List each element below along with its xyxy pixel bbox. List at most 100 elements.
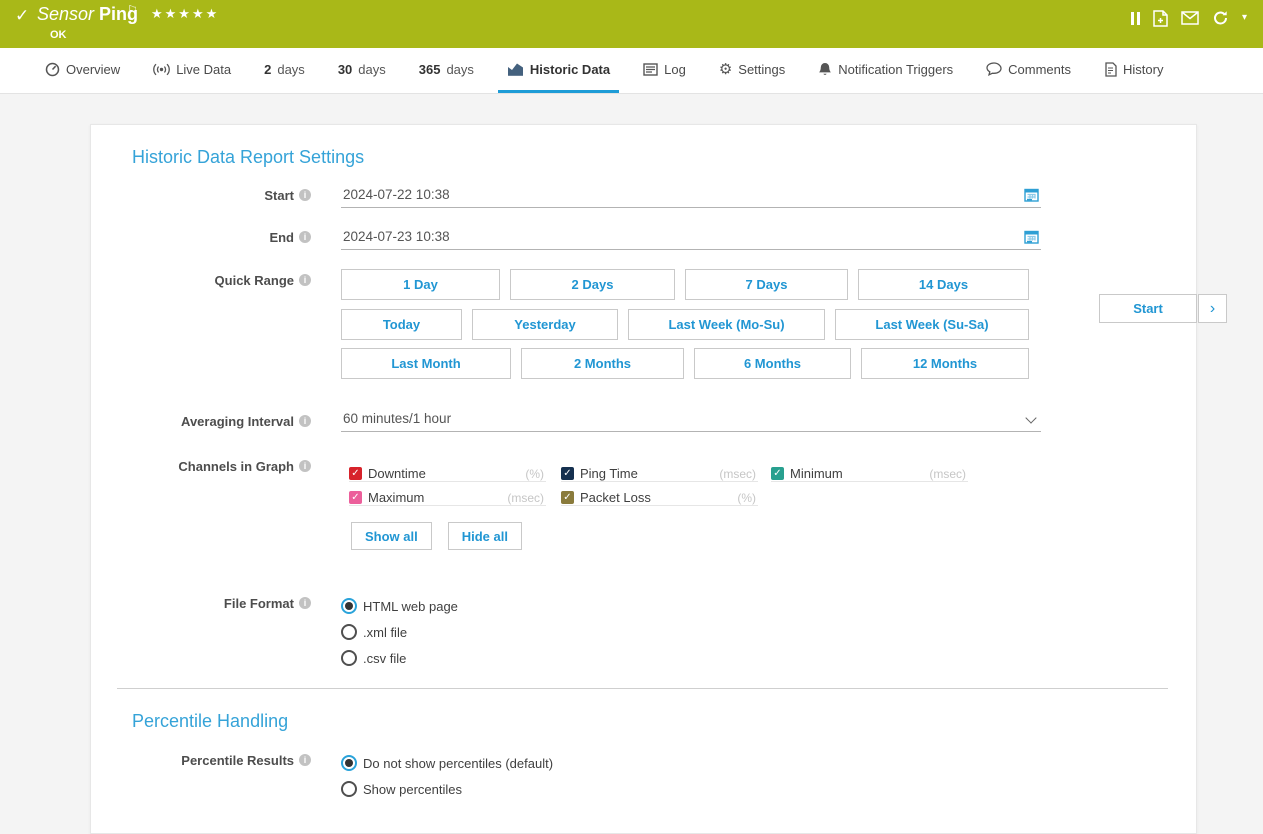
checked-checkbox-icon[interactable] — [349, 491, 362, 504]
tab-2-days[interactable]: 2 days — [264, 48, 305, 93]
checked-checkbox-icon[interactable] — [349, 467, 362, 480]
option-label: Show percentiles — [363, 782, 462, 797]
checked-checkbox-icon[interactable] — [561, 467, 574, 480]
tab-historic-data[interactable]: Historic Data — [498, 48, 619, 93]
tab-label: Comments — [1008, 62, 1071, 77]
priority-stars[interactable]: ★★★★★ — [151, 6, 219, 22]
start-date-value: 2024-07-22 10:38 — [343, 187, 450, 202]
pause-icon[interactable] — [1131, 12, 1140, 25]
sensor-title-prefix: Sensor — [37, 4, 94, 24]
flag-icon[interactable]: ⚐ — [127, 3, 138, 17]
historic-data-settings-card: Historic Data Report Settings Start 2024… — [90, 124, 1197, 834]
checked-checkbox-icon[interactable] — [771, 467, 784, 480]
tab-bar: Overview Live Data 2days 30days 365days … — [0, 48, 1263, 94]
area-chart-icon — [507, 62, 524, 76]
tab-label: Historic Data — [530, 62, 610, 77]
channel-name: Minimum — [790, 466, 843, 481]
radio-show-percentiles[interactable]: Show percentiles — [341, 776, 553, 802]
info-icon[interactable] — [299, 231, 311, 243]
channel-minimum[interactable]: Minimum (msec) — [771, 466, 968, 482]
quick-range-row-3: Last Month 2 Months 6 Months 12 Months — [341, 348, 1029, 379]
radio-xml-file[interactable]: .xml file — [341, 619, 458, 645]
tab-comments[interactable]: Comments — [986, 48, 1071, 93]
refresh-icon[interactable] — [1212, 10, 1229, 26]
quick-range-button[interactable]: 7 Days — [685, 269, 848, 300]
tab-number: 2 — [264, 62, 271, 77]
tab-history[interactable]: History — [1104, 48, 1163, 93]
tab-notification-triggers[interactable]: Notification Triggers — [818, 48, 953, 93]
radio-icon[interactable] — [341, 650, 357, 666]
tab-365-days[interactable]: 365days — [419, 48, 474, 93]
tab-label: Live Data — [176, 62, 231, 77]
radio-selected-icon[interactable] — [341, 755, 357, 771]
quick-range-button[interactable]: 2 Months — [521, 348, 684, 379]
tab-suffix: days — [277, 62, 304, 77]
quick-range-button[interactable]: Last Month — [341, 348, 511, 379]
quick-range-button[interactable]: 12 Months — [861, 348, 1029, 379]
quick-range-button[interactable]: Last Week (Mo-Su) — [628, 309, 825, 340]
chevron-right-button[interactable]: › — [1198, 294, 1227, 323]
option-label: .xml file — [363, 625, 407, 640]
quick-range-button[interactable]: 6 Months — [694, 348, 851, 379]
field-label: Averaging Interval — [181, 414, 294, 429]
info-icon[interactable] — [299, 189, 311, 201]
radio-csv-file[interactable]: .csv file — [341, 645, 458, 671]
tab-log[interactable]: Log — [643, 48, 686, 93]
quick-range-button[interactable]: 14 Days — [858, 269, 1029, 300]
chevron-down-icon[interactable] — [1242, 13, 1247, 23]
file-format-label: File Format — [91, 596, 311, 611]
averaging-interval-select[interactable]: 60 minutes/1 hour — [341, 409, 1041, 432]
channel-unit: (msec) — [929, 467, 968, 481]
end-date-input[interactable]: 2024-07-23 10:38 — [341, 227, 1041, 250]
channel-name: Packet Loss — [580, 490, 651, 505]
hide-all-button[interactable]: Hide all — [448, 522, 522, 550]
tab-settings[interactable]: ⚙ Settings — [719, 48, 785, 93]
channel-ping-time[interactable]: Ping Time (msec) — [561, 466, 758, 482]
tab-suffix: days — [358, 62, 385, 77]
quick-range-button[interactable]: Last Week (Su-Sa) — [835, 309, 1029, 340]
info-icon[interactable] — [299, 597, 311, 609]
percentile-options: Do not show percentiles (default) Show p… — [341, 750, 553, 802]
percentile-results-label: Percentile Results — [91, 753, 311, 768]
channel-unit: (%) — [737, 491, 758, 505]
show-all-button[interactable]: Show all — [351, 522, 432, 550]
section-heading: Percentile Handling — [132, 711, 288, 732]
checked-checkbox-icon[interactable] — [561, 491, 574, 504]
report-document-icon[interactable] — [1153, 10, 1168, 27]
quick-range-button[interactable]: 2 Days — [510, 269, 675, 300]
tab-30-days[interactable]: 30 days — [338, 48, 386, 93]
option-label: HTML web page — [363, 599, 458, 614]
info-icon[interactable] — [299, 460, 311, 472]
tab-suffix: days — [446, 62, 473, 77]
radio-selected-icon[interactable] — [341, 598, 357, 614]
calendar-icon[interactable] — [1024, 230, 1039, 247]
email-icon[interactable] — [1181, 11, 1199, 25]
start-report-button[interactable]: Start — [1099, 294, 1197, 323]
radio-icon[interactable] — [341, 624, 357, 640]
tab-overview[interactable]: Overview — [45, 48, 120, 93]
tab-label: Log — [664, 62, 686, 77]
radio-html-web-page[interactable]: HTML web page — [341, 593, 458, 619]
radio-do-not-show-percentiles[interactable]: Do not show percentiles (default) — [341, 750, 553, 776]
comment-icon — [986, 62, 1002, 76]
tab-number: 30 — [338, 62, 352, 77]
info-icon[interactable] — [299, 415, 311, 427]
radio-icon[interactable] — [341, 781, 357, 797]
quick-range-button[interactable]: Today — [341, 309, 462, 340]
channel-visibility-buttons: Show all Hide all — [351, 522, 522, 550]
channel-unit: (msec) — [719, 467, 758, 481]
tab-live-data[interactable]: Live Data — [153, 48, 231, 93]
channel-packet-loss[interactable]: Packet Loss (%) — [561, 490, 758, 506]
channel-maximum[interactable]: Maximum (msec) — [349, 490, 546, 506]
channel-downtime[interactable]: Downtime (%) — [349, 466, 546, 482]
channel-name: Maximum — [368, 490, 424, 505]
calendar-icon[interactable] — [1024, 188, 1039, 205]
quick-range-button[interactable]: 1 Day — [341, 269, 500, 300]
info-icon[interactable] — [299, 754, 311, 766]
channel-unit: (msec) — [507, 491, 546, 505]
start-date-input[interactable]: 2024-07-22 10:38 — [341, 185, 1041, 208]
header-actions — [1131, 9, 1247, 27]
quick-range-button[interactable]: Yesterday — [472, 309, 618, 340]
status-ok-check-icon: ✓ — [15, 6, 29, 26]
info-icon[interactable] — [299, 274, 311, 286]
